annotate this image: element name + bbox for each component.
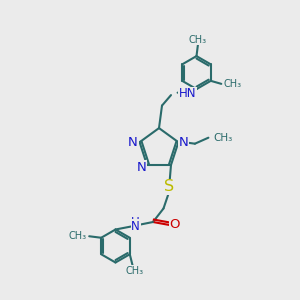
Text: CH₃: CH₃ xyxy=(189,34,207,45)
Text: N: N xyxy=(128,136,138,149)
Text: CH₃: CH₃ xyxy=(214,133,233,143)
Text: N: N xyxy=(131,220,140,233)
Text: CH₃: CH₃ xyxy=(224,79,242,89)
Text: S: S xyxy=(164,179,175,194)
Text: O: O xyxy=(169,218,180,231)
Text: CH₃: CH₃ xyxy=(69,231,87,241)
Text: N: N xyxy=(137,161,146,174)
Text: HN: HN xyxy=(178,87,196,100)
Text: CH₃: CH₃ xyxy=(125,266,143,276)
Text: N: N xyxy=(178,136,188,149)
Text: H: H xyxy=(131,215,140,229)
